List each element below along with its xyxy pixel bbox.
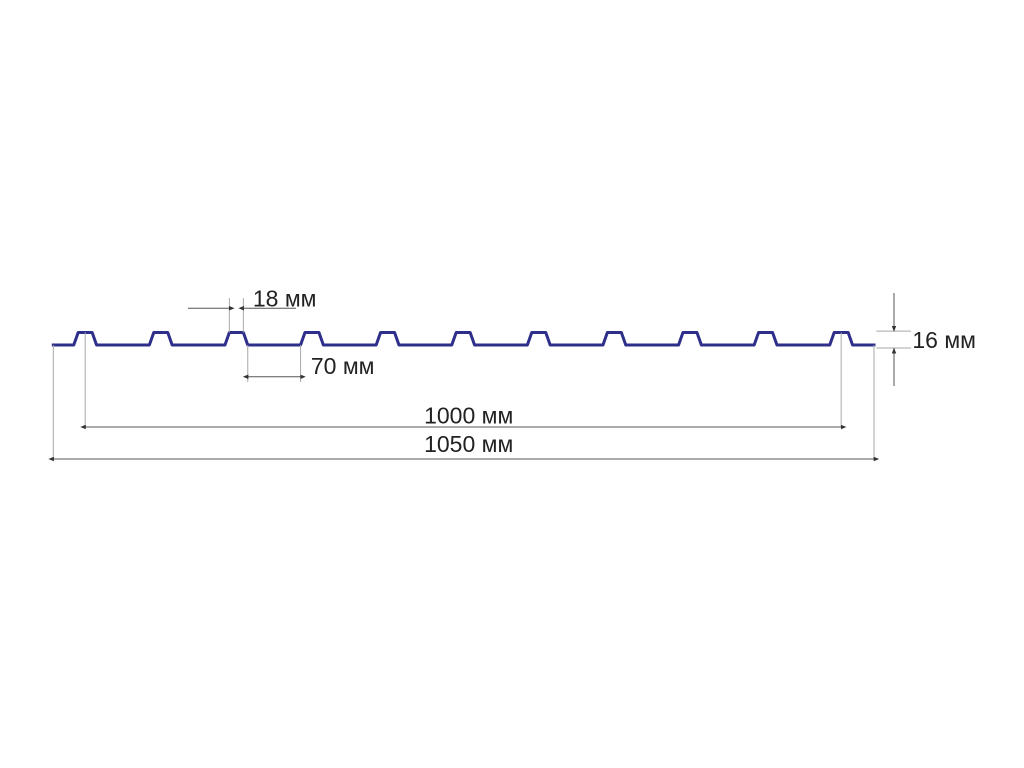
svg-text:16 мм: 16 мм [912, 327, 976, 353]
svg-text:18 мм: 18 мм [253, 286, 317, 312]
svg-text:1050 мм: 1050 мм [424, 431, 513, 457]
svg-text:1000 мм: 1000 мм [424, 402, 513, 428]
svg-text:70 мм: 70 мм [311, 353, 375, 379]
